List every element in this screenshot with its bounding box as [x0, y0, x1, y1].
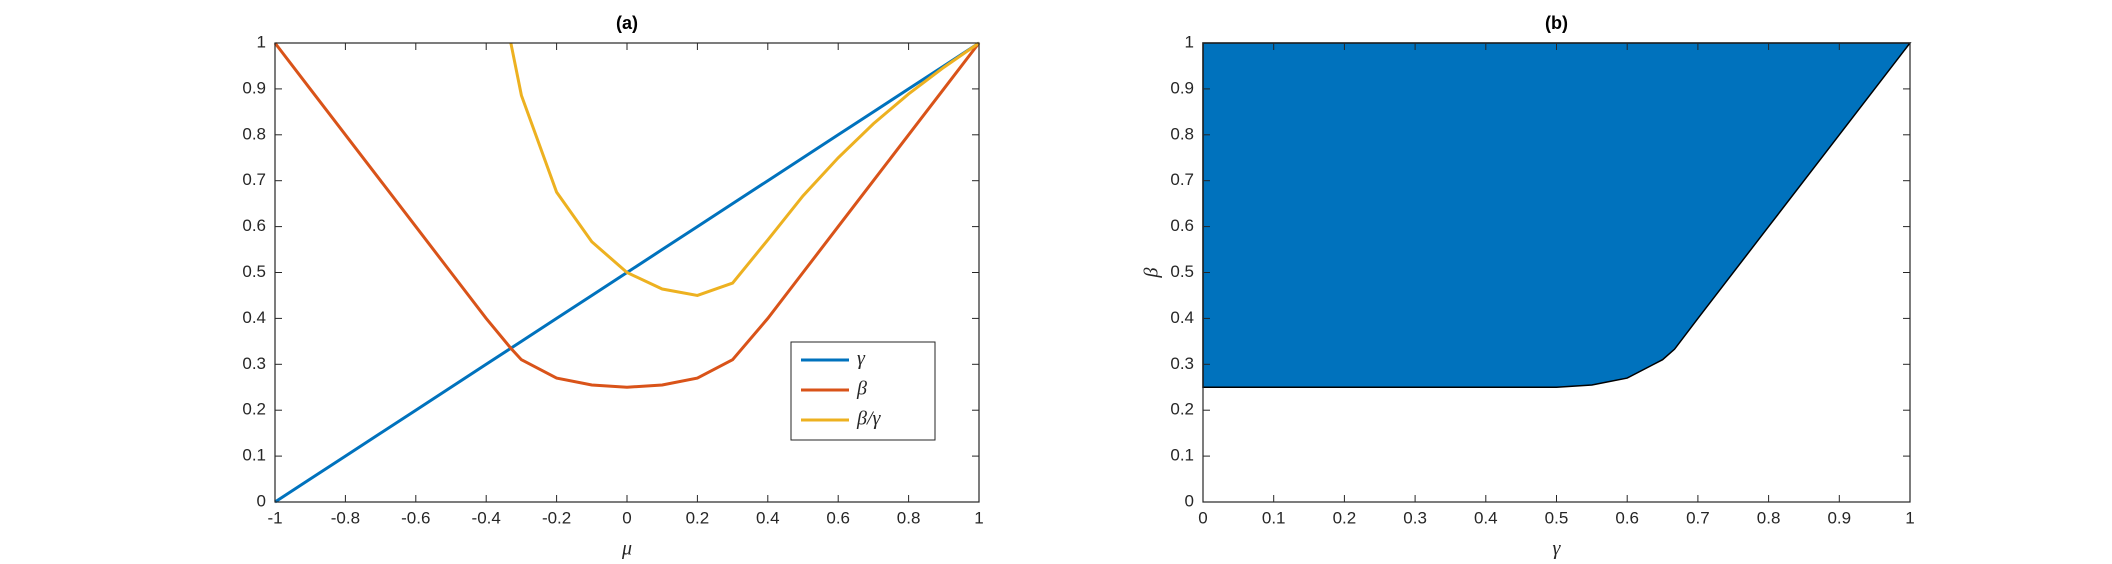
x-tick-label: 1	[974, 508, 983, 527]
y-tick-label: 0.4	[1170, 308, 1194, 327]
x-tick-label: 1	[1905, 508, 1914, 527]
x-tick-label: 0.6	[826, 508, 850, 527]
y-tick-label: 0.6	[242, 216, 266, 235]
y-tick-label: 0.7	[242, 170, 266, 189]
x-tick-label: 0.9	[1827, 508, 1851, 527]
legend-label: β	[856, 378, 867, 400]
y-tick-label: 0	[257, 491, 266, 510]
y-tick-label: 0.6	[1170, 216, 1194, 235]
x-tick-label: -0.2	[542, 508, 571, 527]
x-axis-label: γ	[1553, 538, 1562, 560]
chart-title: (b)	[1545, 13, 1568, 33]
chart-title: (a)	[616, 13, 638, 33]
y-tick-label: 0.1	[242, 446, 266, 465]
x-tick-label: 0.8	[1757, 508, 1781, 527]
x-tick-label: -0.8	[331, 508, 360, 527]
y-tick-label: 0.1	[1170, 446, 1194, 465]
y-tick-label: 0.4	[242, 308, 266, 327]
y-tick-label: 1	[257, 32, 266, 51]
x-tick-label: -0.4	[472, 508, 501, 527]
legend-label: β/γ	[856, 408, 882, 430]
x-tick-label: 0.6	[1615, 508, 1639, 527]
data-line	[509, 41, 980, 297]
y-tick-label: 0.2	[1170, 400, 1194, 419]
legend: γβ β/γ	[790, 341, 936, 441]
data-line	[273, 42, 981, 389]
x-tick-label: 0.8	[897, 508, 921, 527]
legend-label: γ	[857, 348, 866, 370]
x-tick-label: 0.4	[1474, 508, 1498, 527]
y-axis-label: β	[1141, 267, 1163, 278]
x-tick-label: 0.7	[1686, 508, 1710, 527]
y-tick-label: 0.7	[1170, 170, 1194, 189]
data-line	[274, 41, 980, 504]
y-tick-label: 0.3	[242, 354, 266, 373]
x-axis-label: μ	[621, 538, 632, 560]
x-tick-label: 0	[622, 508, 631, 527]
y-tick-label: 0	[1185, 491, 1194, 510]
y-tick-label: 0.5	[242, 262, 266, 281]
y-tick-label: 0.5	[1170, 262, 1194, 281]
x-tick-label: -0.6	[401, 508, 430, 527]
x-tick-label: 0.2	[686, 508, 710, 527]
x-tick-label: 0.3	[1403, 508, 1427, 527]
x-tick-label: 0	[1198, 508, 1207, 527]
y-tick-label: 0.3	[1170, 354, 1194, 373]
y-tick-label: 0.9	[1170, 78, 1194, 97]
x-tick-label: 0.1	[1262, 508, 1286, 527]
y-tick-label: 1	[1185, 32, 1194, 51]
x-tick-label: 0.2	[1333, 508, 1357, 527]
y-tick-label: 0.9	[242, 78, 266, 97]
y-tick-label: 0.8	[242, 124, 266, 143]
filled-area	[1202, 42, 1912, 388]
y-tick-label: 0.8	[1170, 124, 1194, 143]
x-tick-label: -1	[267, 508, 282, 527]
y-tick-label: 0.2	[242, 400, 266, 419]
x-tick-label: 0.5	[1545, 508, 1569, 527]
x-tick-label: 0.4	[756, 508, 780, 527]
